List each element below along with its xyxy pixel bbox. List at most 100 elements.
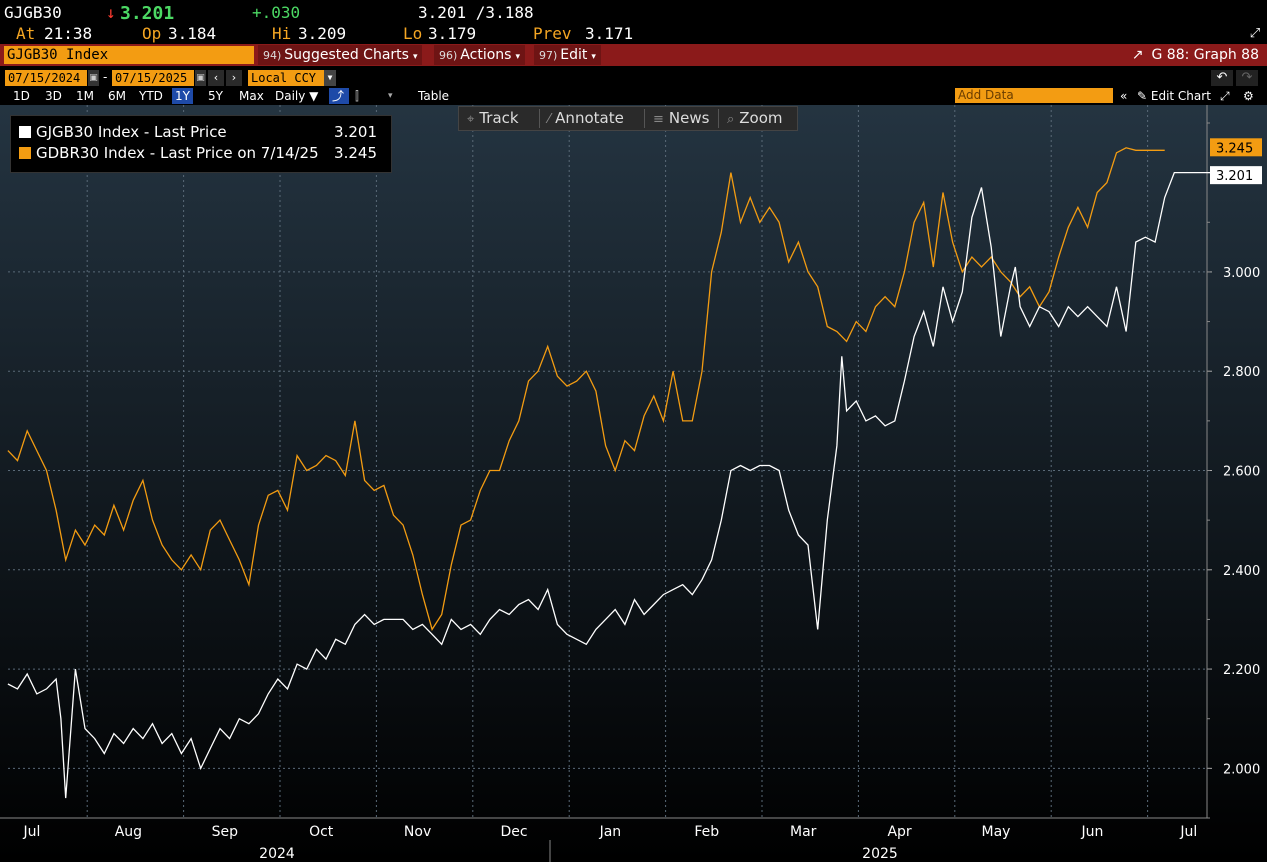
range-1m[interactable]: 1M bbox=[76, 89, 94, 103]
year-label: 2025 bbox=[862, 846, 898, 862]
legend: GJGB30 Index - Last Price 3.201 GDBR30 I… bbox=[10, 115, 392, 173]
resize-icon[interactable]: ⤢ bbox=[1220, 89, 1230, 103]
range-3d[interactable]: 3D bbox=[45, 89, 62, 103]
graph-id[interactable]: ↗ G 88: Graph 88 bbox=[1132, 45, 1259, 65]
bar-chart-icon[interactable]: ⫿ bbox=[355, 89, 359, 103]
x-tick-label: Feb bbox=[694, 824, 719, 840]
quote-header: GJGB30 ↓ 3.201 +.030 3.201 /3.188 At 21:… bbox=[0, 0, 1267, 44]
start-date-input[interactable]: 07/15/2024 bbox=[5, 70, 87, 86]
y-tick-label: 2.200 bbox=[1223, 663, 1260, 678]
legend-swatch bbox=[19, 147, 31, 159]
expand-icon[interactable]: ⤢ bbox=[1249, 26, 1261, 41]
crosshair-icon: ⌖ bbox=[467, 112, 475, 127]
chart-tools: ⌖ Track ⁄ Annotate ≡ News ⌕ Zoom bbox=[458, 106, 798, 131]
range-max[interactable]: Max bbox=[239, 89, 264, 103]
end-date-input[interactable]: 07/15/2025 bbox=[112, 70, 194, 86]
date-separator: - bbox=[103, 70, 108, 84]
at-label: At bbox=[16, 24, 36, 43]
x-tick-label: Apr bbox=[887, 824, 911, 840]
menu-number: 97) bbox=[539, 49, 558, 62]
next-period-icon[interactable]: › bbox=[226, 70, 242, 86]
end-value-label: 3.201 bbox=[1216, 169, 1253, 184]
range-5y[interactable]: 5Y bbox=[208, 89, 223, 103]
suggested-charts-menu[interactable]: 94) Suggested Charts ▾ bbox=[258, 45, 423, 65]
currency-select[interactable]: Local CCY ▼ bbox=[248, 70, 336, 86]
news-button[interactable]: ≡ News bbox=[647, 107, 715, 130]
edit-chart-label: Edit Chart bbox=[1150, 89, 1211, 103]
low-value: 3.179 bbox=[428, 24, 477, 43]
edit-menu[interactable]: 97) Edit ▾ bbox=[534, 45, 601, 65]
open-value: 3.184 bbox=[168, 24, 217, 43]
legend-label: GDBR30 Index - Last Price on 7/14/25 bbox=[36, 144, 319, 162]
edit-chart-button[interactable]: ✎ Edit Chart bbox=[1137, 89, 1211, 103]
range-1y[interactable]: 1Y bbox=[172, 88, 193, 104]
divider bbox=[644, 109, 645, 128]
legend-value: 3.245 bbox=[334, 144, 377, 162]
last-price: 3.201 bbox=[120, 3, 175, 24]
track-button[interactable]: ⌖ Track bbox=[461, 107, 525, 130]
menu-label: Edit bbox=[560, 47, 588, 63]
legend-label: GJGB30 Index - Last Price bbox=[36, 123, 227, 141]
tool-label: Annotate bbox=[555, 109, 624, 127]
annotate-button[interactable]: ⁄ Annotate bbox=[542, 107, 630, 130]
graph-id-label: G 88: Graph 88 bbox=[1151, 47, 1260, 63]
legend-item-gjgb30: GJGB30 Index - Last Price 3.201 bbox=[19, 122, 385, 142]
add-data-input[interactable]: Add Data bbox=[955, 88, 1113, 103]
x-tick-label: Dec bbox=[500, 824, 527, 840]
x-tick-label: Nov bbox=[404, 824, 431, 840]
news-icon: ≡ bbox=[653, 112, 664, 127]
range-selector: 1D 3D 1M 6M YTD 1Y 5Y Max Daily ▼ ⤴ ⫿ ▾ … bbox=[0, 88, 1267, 104]
chevron-down-icon: ▾ bbox=[515, 52, 520, 62]
chart-area[interactable]: 2.000 2.200 2.400 2.600 2.800 3.000 Jul Aug Sep O… bbox=[0, 105, 1267, 862]
zoom-button[interactable]: ⌕ Zoom bbox=[721, 107, 789, 130]
divider bbox=[539, 109, 540, 128]
calendar-icon[interactable]: ▣ bbox=[195, 70, 206, 86]
at-time: 21:38 bbox=[44, 24, 93, 43]
chevron-down-icon: ▼ bbox=[324, 70, 336, 86]
bid-ask: 3.201 /3.188 bbox=[418, 3, 534, 22]
date-range-bar: 07/15/2024 ▣ - 07/15/2025 ▣ ‹ › Local CC… bbox=[0, 68, 1267, 88]
tool-label: Track bbox=[479, 109, 519, 127]
end-value-label: 3.245 bbox=[1216, 141, 1253, 156]
function-toolbar: GJGB30 Index 94) Suggested Charts ▾ 96) Act… bbox=[0, 44, 1267, 66]
table-button[interactable]: Table bbox=[418, 89, 450, 103]
range-ytd[interactable]: YTD bbox=[139, 89, 163, 103]
collapse-icon[interactable]: « bbox=[1120, 89, 1128, 103]
chevron-down-icon: ▾ bbox=[591, 52, 596, 62]
frequency-select[interactable]: Daily ▼ bbox=[275, 89, 319, 103]
range-1d[interactable]: 1D bbox=[13, 89, 30, 103]
menu-label: Suggested Charts bbox=[284, 47, 409, 63]
calendar-icon[interactable]: ▣ bbox=[88, 70, 99, 86]
menu-label: Actions bbox=[460, 47, 512, 63]
high-label: Hi bbox=[272, 24, 292, 43]
x-tick-label: Jul bbox=[23, 824, 41, 840]
x-tick-label: May bbox=[982, 824, 1011, 840]
end-value-tag bbox=[1210, 166, 1262, 185]
magnifier-icon: ⌕ bbox=[727, 112, 735, 127]
prev-period-icon[interactable]: ‹ bbox=[208, 70, 224, 86]
divider bbox=[718, 109, 719, 128]
prev-value: 3.171 bbox=[585, 24, 634, 43]
legend-item-gdbr30: GDBR30 Index - Last Price on 7/14/25 3.2… bbox=[19, 143, 385, 163]
y-tick-label: 2.600 bbox=[1223, 465, 1260, 480]
range-6m[interactable]: 6M bbox=[108, 89, 126, 103]
x-tick-label: Jun bbox=[1080, 824, 1103, 840]
redo-icon[interactable]: ↷ bbox=[1236, 70, 1258, 86]
series-line bbox=[7, 147, 1165, 631]
gear-icon[interactable]: ⚙ bbox=[1243, 89, 1254, 103]
actions-menu[interactable]: 96) Actions ▾ bbox=[434, 45, 525, 65]
chart-svg: 2.000 2.200 2.400 2.600 2.800 3.000 Jul Aug Sep O… bbox=[0, 105, 1262, 862]
undo-icon[interactable]: ↶ bbox=[1211, 70, 1233, 86]
prev-label: Prev bbox=[533, 24, 572, 43]
price-change: +.030 bbox=[252, 3, 301, 22]
line-chart-icon[interactable]: ⤴ bbox=[329, 88, 349, 104]
low-label: Lo bbox=[403, 24, 423, 43]
y-tick-label: 3.000 bbox=[1223, 266, 1260, 281]
x-tick-label: Jul bbox=[1179, 824, 1197, 840]
y-tick-label: 2.000 bbox=[1223, 762, 1260, 777]
menu-number: 94) bbox=[263, 49, 282, 62]
security-field[interactable]: GJGB30 Index bbox=[4, 46, 254, 64]
ticker: GJGB30 bbox=[4, 3, 62, 22]
chevron-down-icon[interactable]: ▾ bbox=[388, 91, 393, 101]
popout-icon: ↗ bbox=[1131, 47, 1144, 63]
